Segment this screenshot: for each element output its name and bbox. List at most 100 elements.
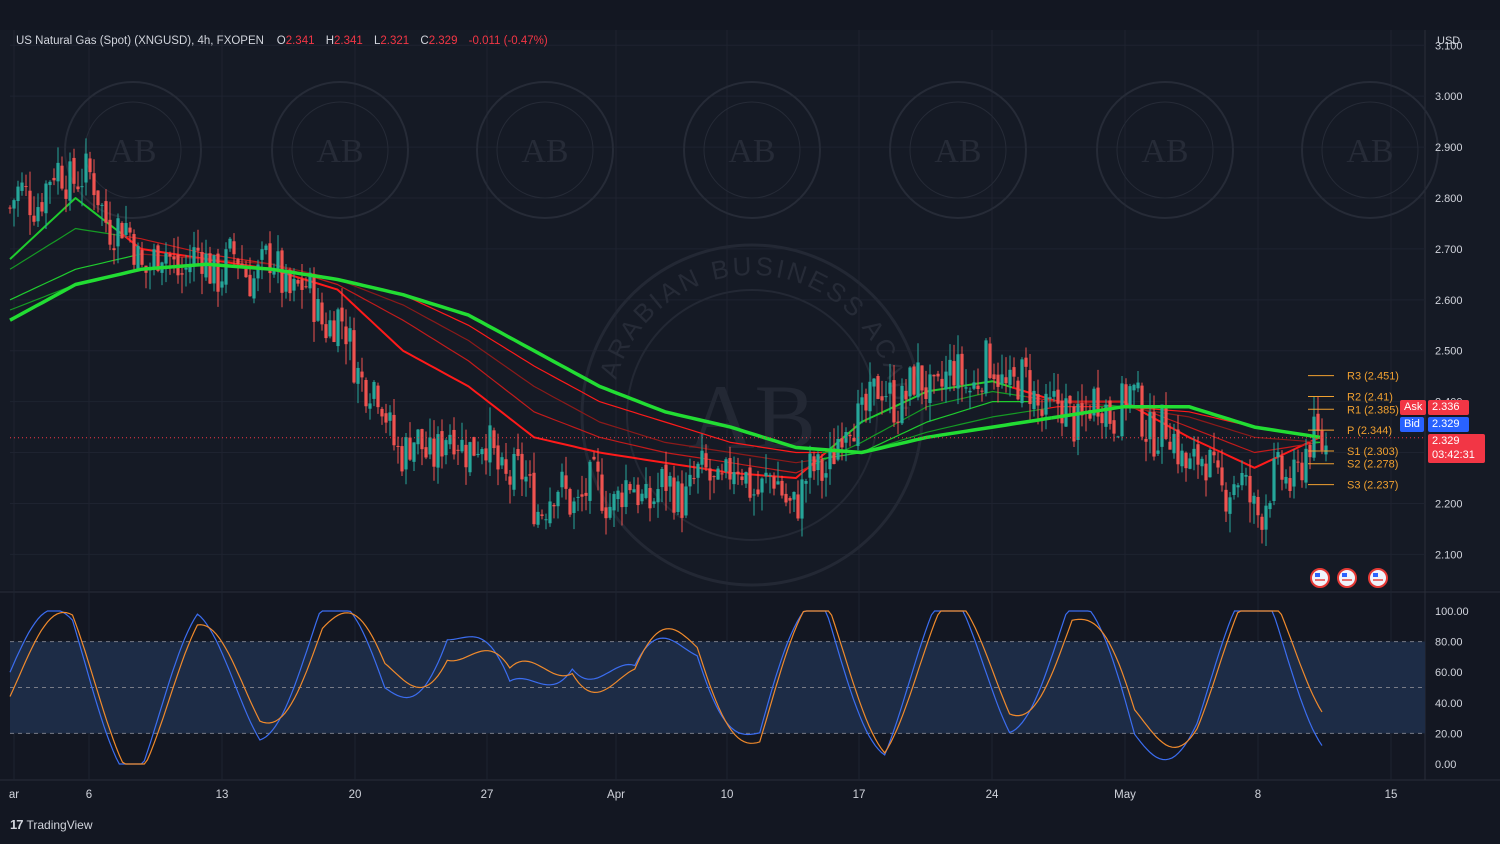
candle-body <box>124 223 128 235</box>
candle-body <box>456 449 460 451</box>
candle-body <box>1008 369 1012 385</box>
candle-body <box>172 256 176 260</box>
candle-body <box>500 457 504 466</box>
candle-body <box>712 476 716 478</box>
candle-body <box>904 390 908 400</box>
candle-body <box>824 473 828 478</box>
candle-body <box>252 278 256 299</box>
candle-body <box>752 494 756 496</box>
candle-body <box>608 506 612 518</box>
time-tick-label: 20 <box>349 789 362 801</box>
price-pane-bg <box>0 30 1500 590</box>
stoch-tick-label: 20.00 <box>1435 728 1463 740</box>
candle-body <box>592 456 596 460</box>
currency-label[interactable]: USD <box>1437 35 1461 47</box>
candle-body <box>384 413 388 423</box>
candle-body <box>8 207 12 209</box>
candle-body <box>196 247 200 251</box>
candle-body <box>532 472 536 525</box>
candle-body <box>332 320 336 343</box>
candle-body <box>776 481 780 485</box>
candle-body <box>780 480 784 496</box>
candle-body <box>1196 444 1200 465</box>
candle-body <box>668 475 672 487</box>
candle-body <box>376 385 380 408</box>
candle-body <box>292 278 296 291</box>
candle-body <box>908 367 912 397</box>
candle-body <box>1164 407 1168 439</box>
candle-body <box>724 459 728 472</box>
price-tick-label: 2.100 <box>1435 549 1463 561</box>
candle-body <box>972 382 976 389</box>
candle-body <box>1192 448 1196 457</box>
candle-body <box>320 302 324 325</box>
candle-body <box>1320 430 1324 451</box>
candle-body <box>796 494 800 519</box>
candle-body <box>1156 450 1160 454</box>
candle-body <box>884 396 888 398</box>
candle-body <box>56 162 60 182</box>
candle-body <box>1032 390 1036 410</box>
candle-body <box>804 481 808 484</box>
candle-body <box>988 343 992 378</box>
candle-body <box>1288 478 1292 491</box>
candle-body <box>1256 496 1260 516</box>
candle-body <box>1248 475 1252 503</box>
watermark-seal-icon <box>64 81 202 219</box>
watermark-seal-icon <box>889 81 1027 219</box>
candle-body <box>364 379 368 407</box>
candle-body <box>188 264 192 273</box>
candle-body <box>624 480 628 507</box>
watermark-seal-ring-icon <box>703 101 801 199</box>
ema-line <box>1123 406 1314 443</box>
price-tick-label: 2.200 <box>1435 498 1463 510</box>
candle-body <box>560 471 564 488</box>
candle-body <box>104 201 108 223</box>
candle-body <box>236 259 240 265</box>
pivot-label: S2 (2.278) <box>1347 459 1398 471</box>
candle-body <box>828 448 832 470</box>
time-axis: ar 6 13 20 27 Apr 10 17 24 May 8 15 <box>9 789 1398 801</box>
candle-body <box>228 238 232 249</box>
candle-body <box>448 434 452 445</box>
high-label: H <box>325 35 334 47</box>
candle-body <box>48 181 52 186</box>
ask-price-tag: 2.336 <box>1428 400 1469 415</box>
candle-body <box>212 255 216 284</box>
candle-body <box>168 254 172 257</box>
candle-body <box>324 324 328 339</box>
candle-body <box>180 273 184 275</box>
candle-body <box>32 215 36 222</box>
stoch-k-line <box>9 610 1323 765</box>
tradingview-brand[interactable]: 17 TradingView <box>10 817 93 832</box>
watermark-seal-ring-icon <box>84 101 182 199</box>
candle-body <box>728 458 732 480</box>
candle-body <box>820 459 824 481</box>
candle-body <box>1068 395 1072 404</box>
candle-body <box>1200 458 1204 467</box>
candle-body <box>520 453 524 480</box>
candle-body <box>900 385 904 424</box>
candle-body <box>544 519 548 521</box>
candle-body <box>396 445 400 447</box>
candle-body <box>616 490 620 500</box>
candle-body <box>1304 448 1308 483</box>
candle-body <box>1060 400 1064 424</box>
candle-body <box>436 434 440 468</box>
candle-body <box>1160 404 1164 447</box>
candle-body <box>368 403 372 409</box>
ask-label-tag: Ask <box>1400 400 1427 415</box>
candlestick-series <box>8 138 1328 547</box>
bid-label-tag: Bid <box>1400 417 1424 432</box>
candle-body <box>1228 497 1232 514</box>
candle-body <box>568 489 572 515</box>
candle-body <box>232 241 236 255</box>
ema-line <box>9 262 201 322</box>
candle-body <box>720 473 724 475</box>
candle-body <box>976 385 980 390</box>
candle-body <box>1096 387 1100 417</box>
ema-line <box>134 253 823 464</box>
symbol-legend[interactable]: US Natural Gas (Spot) (XNGUSD), 4h, FXOP… <box>16 35 556 47</box>
candle-body <box>184 267 188 270</box>
